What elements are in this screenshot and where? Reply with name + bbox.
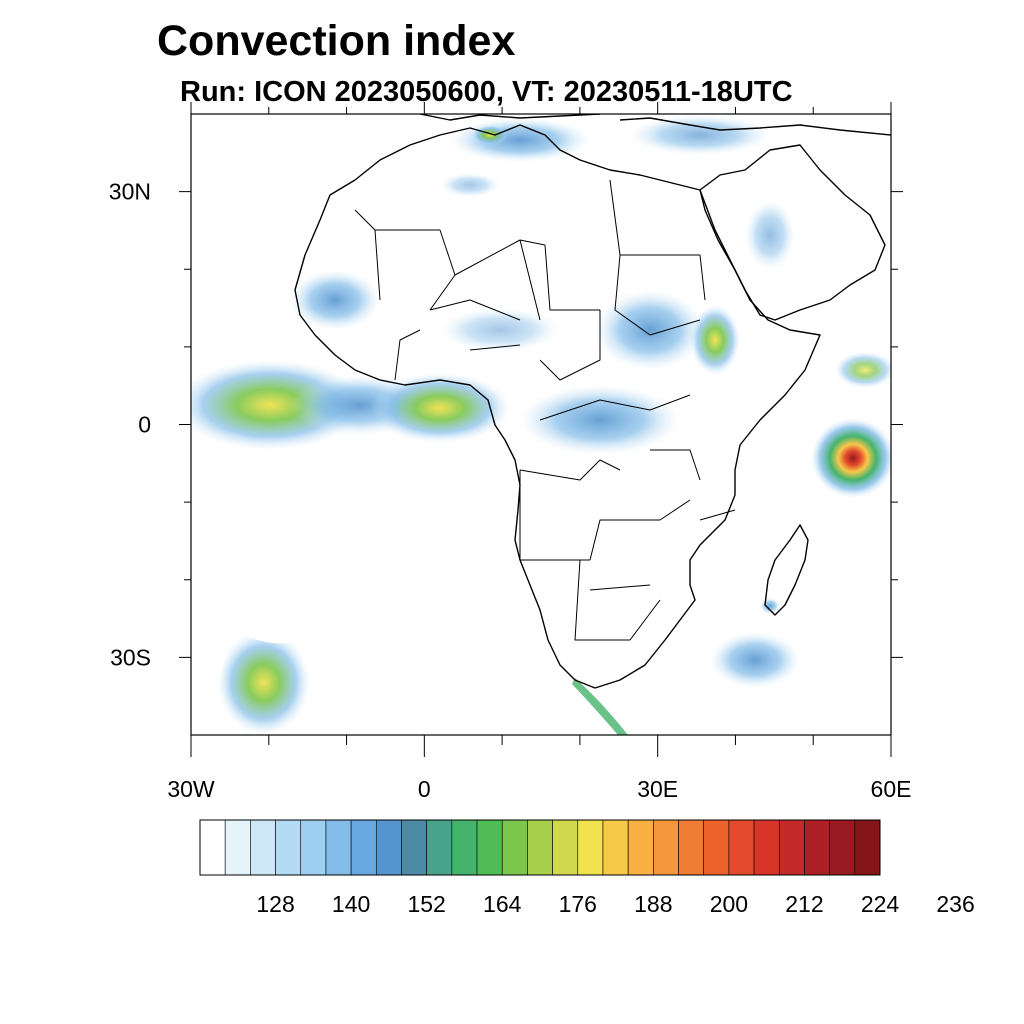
colorbar-swatch bbox=[653, 819, 679, 876]
convection-area-gulf-of-guinea bbox=[370, 373, 510, 443]
colorbar-label: 128 bbox=[256, 891, 294, 917]
convection-area-east-med bbox=[630, 115, 770, 155]
colorbar-swatch bbox=[325, 819, 352, 876]
convection-area-west-africa bbox=[290, 270, 380, 330]
colorbar-label: 140 bbox=[332, 891, 370, 917]
colorbar-swatch bbox=[401, 819, 427, 876]
colorbar-swatch bbox=[300, 819, 327, 876]
convection-field bbox=[191, 115, 891, 735]
convection-area-cyclone bbox=[811, 418, 891, 498]
colorbar-swatch bbox=[527, 819, 553, 876]
colorbar-frame bbox=[199, 819, 881, 876]
colorbar-swatch bbox=[602, 819, 629, 876]
colorbar-swatch bbox=[678, 819, 705, 876]
lat-tick-label: 30S bbox=[110, 644, 151, 670]
convection-area-madagascar bbox=[710, 632, 800, 688]
lon-tick-label: 0 bbox=[418, 776, 431, 802]
convection-area-central-africa bbox=[520, 385, 680, 455]
africa-coastline bbox=[294, 124, 821, 689]
colorbar-swatch bbox=[250, 819, 276, 876]
madagascar-coastline bbox=[764, 524, 809, 616]
country-borders bbox=[354, 179, 736, 641]
colorbar: 128 140 152 164 176 188 200 212 224 236 bbox=[199, 819, 975, 917]
colorbar-label: 176 bbox=[559, 891, 597, 917]
map-subtitle: Run: ICON 2023050600, VT: 20230511-18UTC bbox=[180, 76, 793, 108]
convection-area-indian-ocean-north bbox=[835, 352, 891, 388]
colorbar-swatch bbox=[501, 819, 528, 876]
colorbar-swatch bbox=[224, 819, 251, 876]
convection-area-east-africa bbox=[595, 290, 705, 370]
colorbar-label: 200 bbox=[710, 891, 748, 917]
colorbar-label: 188 bbox=[634, 891, 672, 917]
convection-area-agulhas bbox=[572, 678, 628, 735]
colorbar-swatch bbox=[728, 819, 755, 876]
colorbar-swatch bbox=[476, 819, 503, 876]
colorbar-swatch bbox=[375, 819, 402, 876]
colorbar-swatch bbox=[552, 819, 579, 876]
colorbar-swatch bbox=[778, 819, 805, 876]
axis-ticks: 30N 0 30S 30W 0 30E 60E bbox=[109, 102, 912, 802]
convection-area-sahel bbox=[440, 308, 560, 352]
colorbar-label: 152 bbox=[407, 891, 445, 917]
map-panel: 30N 0 30S 30W 0 30E 60E bbox=[109, 102, 912, 802]
colorbar-swatch bbox=[753, 819, 780, 876]
colorbar-label: 164 bbox=[483, 891, 522, 917]
convection-area-south-atlantic bbox=[217, 630, 310, 735]
europe-coastline bbox=[419, 114, 891, 136]
colorbar-label: 236 bbox=[936, 891, 974, 917]
convection-area-madagascar-south bbox=[760, 598, 780, 614]
colorbar-swatch bbox=[854, 819, 881, 876]
convection-area-mediterranean-green bbox=[472, 125, 508, 145]
colorbar-swatch bbox=[350, 819, 377, 876]
colorbar-swatch bbox=[829, 819, 856, 876]
colorbar-swatch bbox=[703, 819, 730, 876]
lat-tick-label: 0 bbox=[138, 412, 151, 438]
colorbar-label: 212 bbox=[785, 891, 823, 917]
lon-tick-label: 30W bbox=[167, 776, 215, 802]
colorbar-swatch bbox=[804, 819, 830, 876]
lat-tick-label: 30N bbox=[109, 179, 151, 205]
colorbar-swatch bbox=[627, 819, 654, 876]
convection-area-ethiopia bbox=[690, 305, 740, 375]
colorbar-swatch bbox=[451, 819, 478, 876]
map-title: Convection index bbox=[157, 17, 515, 65]
arabia-coastline bbox=[699, 144, 886, 321]
colorbar-swatch bbox=[199, 819, 226, 876]
coastlines bbox=[294, 114, 891, 689]
convection-area-sahara-north bbox=[440, 173, 500, 197]
lon-tick-label: 60E bbox=[871, 776, 912, 802]
colorbar-label: 224 bbox=[861, 891, 900, 917]
colorbar-swatch bbox=[275, 819, 302, 876]
colorbar-swatch bbox=[577, 819, 604, 876]
convection-area-arabia bbox=[745, 200, 795, 270]
lon-tick-label: 30E bbox=[637, 776, 678, 802]
colorbar-swatch bbox=[426, 819, 453, 876]
